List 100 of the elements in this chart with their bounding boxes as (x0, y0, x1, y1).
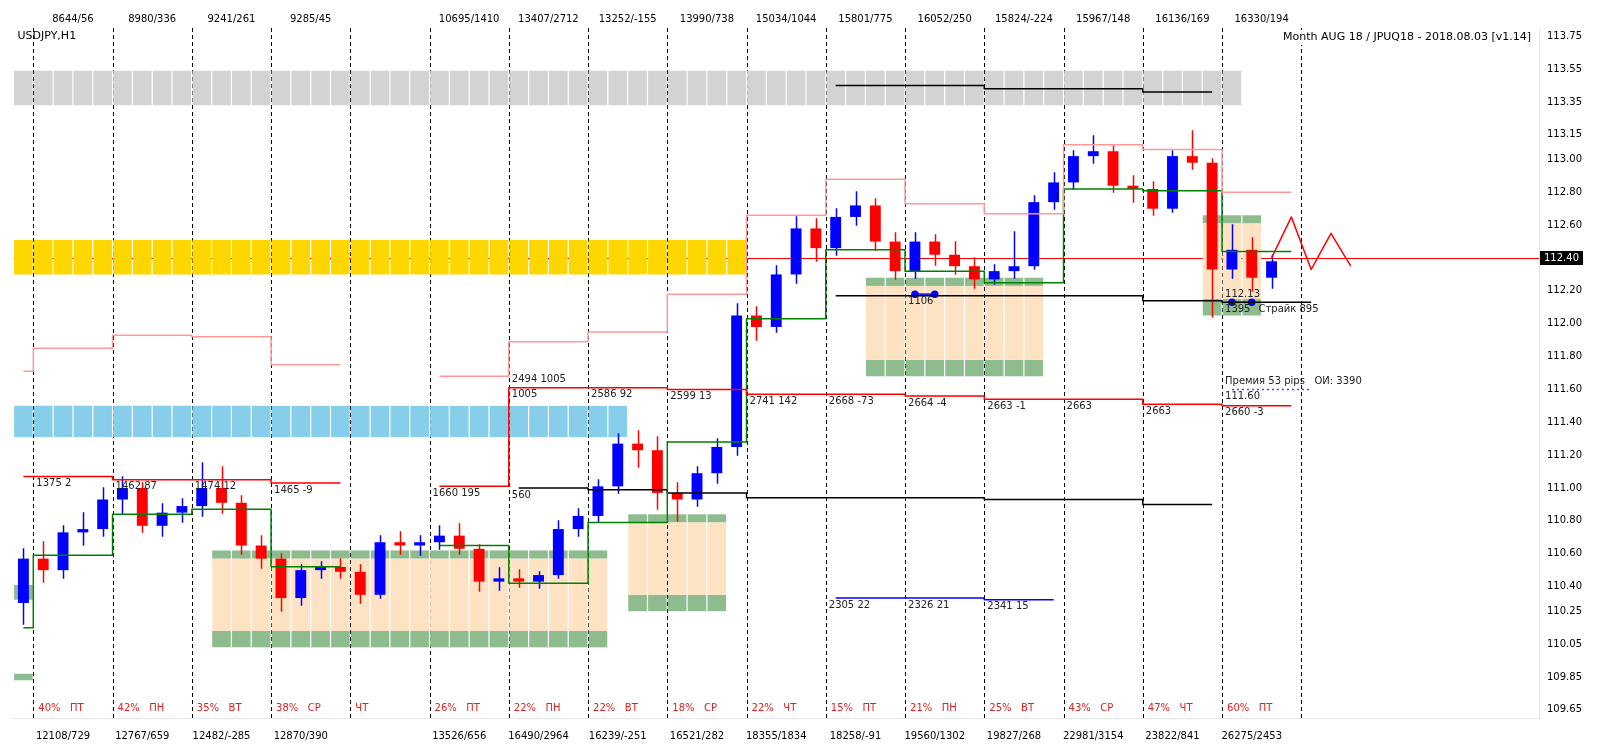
y-tick-label: 110.60 (1547, 547, 1583, 559)
ref-line-label: 112.40 (1544, 251, 1580, 263)
candlestick (453, 523, 465, 555)
text: 16052/250 (917, 12, 972, 24)
annotation: 60% ПТ (1227, 701, 1274, 713)
annotation: Премия 53 pips ОИ: 3390 (1225, 375, 1362, 387)
annotation: ЧТ (355, 701, 370, 713)
y-tick-label: 110.40 (1547, 580, 1583, 592)
candlestick (1087, 135, 1099, 164)
x-tick-label: 12482/-285 (192, 729, 251, 741)
candlestick (1186, 130, 1198, 170)
candlestick (632, 430, 644, 468)
candlestick (493, 567, 505, 591)
text: 13252/-155 (598, 12, 657, 24)
x-tick-label: 16239/-251 (588, 729, 647, 741)
annotation: 1395 (1225, 302, 1251, 314)
candlestick (394, 531, 406, 555)
text: 10695/1410 (438, 12, 500, 24)
annotation: 1375 2 (36, 477, 72, 489)
text: 13407/2712 (518, 12, 579, 24)
x-tick-label: 19560/1302 (904, 729, 966, 741)
bar (14, 673, 33, 681)
y-tick-label: 110.25 (1547, 604, 1583, 616)
candlestick (1147, 181, 1159, 216)
candlestick (572, 508, 584, 537)
text: 16330/194 (1234, 12, 1289, 24)
annotation: 35% ВТ (196, 701, 243, 713)
candlestick (334, 558, 346, 579)
annotation: 2586 92 (591, 388, 633, 400)
y-tick-label: 111.40 (1547, 415, 1583, 427)
x-tick-label: 19827/268 (986, 729, 1042, 741)
y-tick-label: 112.20 (1547, 284, 1583, 296)
y-tick-label: 113.00 (1547, 153, 1583, 165)
text: 15967/148 (1076, 12, 1131, 24)
x-tick-label: 16490/2964 (508, 729, 569, 741)
text: 8644/56 (52, 12, 94, 24)
annotation: 2305 22 (828, 598, 871, 610)
annotation: 15% ПТ (830, 701, 878, 713)
text: 16136/169 (1155, 12, 1210, 24)
candlestick (1008, 231, 1020, 279)
bar (1222, 70, 1242, 106)
candlestick (434, 525, 445, 550)
x-tick-label: 16521/282 (669, 729, 725, 741)
bar (588, 630, 608, 648)
y-tick-label: 110.05 (1547, 637, 1583, 649)
y-tick-label: 112.00 (1547, 317, 1583, 329)
x-tick-label: 18355/1834 (745, 729, 807, 741)
annotation: 25% ВТ (989, 701, 1035, 713)
bar (489, 550, 509, 559)
text: 9241/261 (207, 12, 256, 24)
annotation: 111.60 (1225, 390, 1261, 402)
y-tick-label: 109.85 (1547, 670, 1583, 682)
annotation: 26% ПТ (434, 701, 481, 713)
bar (707, 594, 727, 612)
annotation: 42% ПН (117, 701, 165, 713)
x-tick-label: 22981/3154 (1062, 729, 1124, 741)
y-tick-label: 109.65 (1547, 703, 1583, 715)
candlestick (1226, 224, 1238, 279)
annotation: 1005 (511, 388, 538, 400)
annotation: 21% ПН (910, 701, 957, 713)
x-tick-label: 12870/390 (273, 729, 328, 741)
candlestick (1048, 172, 1060, 210)
annotation: Страйк 895 (1258, 302, 1319, 314)
candlestick (354, 564, 366, 604)
y-tick-label: 111.20 (1547, 448, 1583, 460)
annotation: 560 (511, 488, 531, 500)
x-tick-label: 18258/-91 (829, 729, 882, 741)
bar (489, 405, 509, 438)
annotation: 47% ЧТ (1147, 701, 1194, 713)
chart-subtitle: Month AUG 18 / JPUQ18 - 2018.08.03 [v1.14] (1283, 30, 1532, 44)
annotation: 2668 -73 (828, 394, 874, 406)
annotation: 38% СР (276, 701, 321, 713)
y-tick-label: 113.55 (1547, 62, 1583, 74)
y-tick-label: 111.60 (1547, 383, 1583, 395)
y-tick-label: 111.80 (1547, 350, 1583, 362)
text: 15034/1044 (755, 12, 817, 24)
candlestick (176, 498, 188, 523)
bar (707, 522, 727, 595)
text: 13990/738 (679, 12, 735, 24)
annotation: 18% СР (672, 701, 718, 713)
candlestick (77, 512, 89, 546)
annotation: 2341 15 (987, 600, 1029, 612)
text: 15801/775 (838, 12, 893, 24)
annotation: 2660 -3 (1225, 406, 1264, 418)
x-tick-label: 26275/2453 (1221, 729, 1283, 741)
x-tick-label: 23822/841 (1145, 729, 1200, 741)
chart-title: USDJPY,H1 (17, 29, 77, 43)
annotation: 2326 21 (908, 598, 950, 610)
annotation: 1660 195 (432, 486, 481, 498)
annotation: 40% ПТ (38, 701, 85, 713)
annotation: 22% ЧТ (751, 701, 798, 713)
annotation: 1465 -9 (274, 483, 313, 495)
x-tick-label: 13526/656 (432, 729, 487, 741)
annotation: 2494 1005 (511, 373, 566, 385)
annotation: 22% ВТ (593, 701, 639, 713)
bar (588, 558, 608, 631)
annotation: 1106 (908, 294, 934, 306)
annotation: 112.13 (1225, 287, 1261, 299)
annotation: 2663 -1 (987, 399, 1026, 411)
annotation: 43% СР (1068, 701, 1114, 713)
